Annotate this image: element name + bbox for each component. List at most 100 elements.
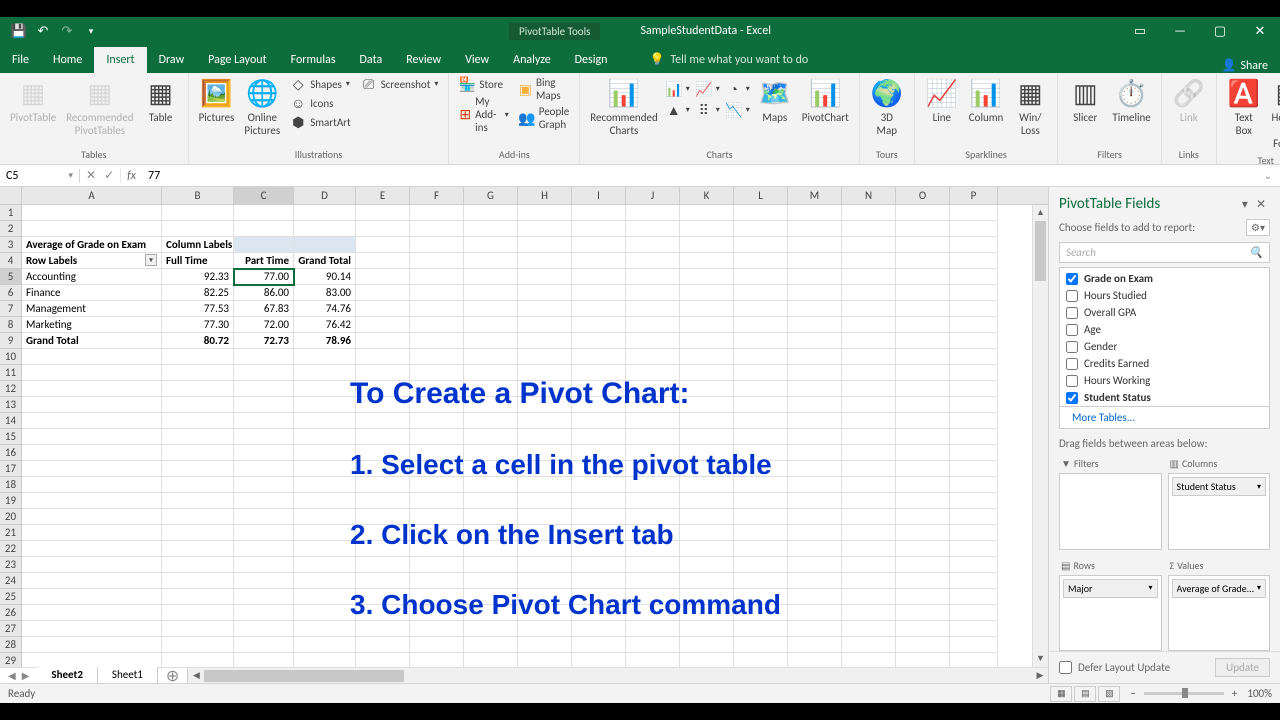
row-header[interactable]: 3 — [0, 237, 22, 253]
chart-type-pie-icon[interactable]: ◔▾ — [724, 79, 752, 99]
cell[interactable] — [788, 333, 842, 349]
save-icon[interactable]: 💾 — [8, 20, 30, 42]
cell[interactable] — [234, 413, 294, 429]
cell[interactable] — [734, 573, 788, 589]
cell[interactable] — [680, 605, 734, 621]
cell[interactable] — [410, 285, 464, 301]
cell[interactable] — [788, 205, 842, 221]
cell[interactable] — [896, 445, 950, 461]
cell[interactable] — [626, 589, 680, 605]
row-header[interactable]: 19 — [0, 493, 22, 509]
cell[interactable] — [464, 493, 518, 509]
row-header[interactable]: 9 — [0, 333, 22, 349]
cell[interactable] — [626, 317, 680, 333]
chart-type-bar-icon[interactable]: 📊▾ — [664, 79, 692, 99]
screenshot-button[interactable]: ⎚Screenshot▾ — [357, 75, 443, 93]
column-header[interactable]: N — [842, 187, 896, 204]
cell[interactable] — [896, 525, 950, 541]
row-header[interactable]: 14 — [0, 413, 22, 429]
cell[interactable] — [356, 621, 410, 637]
cell[interactable] — [572, 301, 626, 317]
cell[interactable] — [162, 221, 234, 237]
cell[interactable] — [842, 541, 896, 557]
cell[interactable]: 78.96 — [294, 333, 356, 349]
cell[interactable] — [626, 541, 680, 557]
cell[interactable] — [294, 461, 356, 477]
cell[interactable] — [518, 605, 572, 621]
select-all-corner[interactable] — [0, 187, 22, 204]
cell[interactable] — [518, 621, 572, 637]
cell[interactable] — [294, 589, 356, 605]
cell[interactable] — [734, 317, 788, 333]
cell[interactable] — [22, 365, 162, 381]
cell[interactable] — [896, 349, 950, 365]
field-item[interactable]: Hours Studied — [1060, 287, 1269, 304]
cell[interactable] — [162, 509, 234, 525]
pivotchart-button[interactable]: 📊PivotChart — [798, 75, 853, 126]
cell[interactable] — [680, 381, 734, 397]
cell[interactable]: Grand Total — [294, 253, 356, 269]
cell[interactable] — [464, 349, 518, 365]
cell[interactable] — [842, 509, 896, 525]
cell[interactable] — [572, 653, 626, 667]
cell[interactable] — [734, 557, 788, 573]
cell[interactable] — [464, 541, 518, 557]
cell[interactable]: Accounting — [22, 269, 162, 285]
cell[interactable] — [294, 413, 356, 429]
column-header[interactable]: P — [950, 187, 998, 204]
fx-icon[interactable]: fx — [121, 169, 142, 183]
cell[interactable] — [518, 525, 572, 541]
cell[interactable] — [234, 365, 294, 381]
cell[interactable] — [788, 509, 842, 525]
redo-icon[interactable]: ↷ — [56, 20, 78, 42]
cell[interactable]: Full Time — [162, 253, 234, 269]
cell[interactable] — [22, 205, 162, 221]
row-header[interactable]: 8 — [0, 317, 22, 333]
field-pane-close-icon[interactable]: ✕ — [1252, 197, 1270, 212]
cell[interactable] — [734, 621, 788, 637]
cell[interactable] — [950, 557, 998, 573]
cell[interactable] — [842, 397, 896, 413]
cell[interactable]: Average of Grade on Exam — [22, 237, 162, 253]
cell[interactable] — [464, 413, 518, 429]
row-labels-dropdown-icon[interactable]: ▾ — [145, 254, 157, 266]
cell[interactable] — [950, 637, 998, 653]
cell[interactable] — [234, 477, 294, 493]
cell[interactable] — [626, 637, 680, 653]
sheet-tab[interactable]: Sheet2 — [37, 666, 98, 683]
cell[interactable] — [410, 557, 464, 573]
field-checkbox[interactable] — [1066, 273, 1078, 285]
cell[interactable] — [572, 253, 626, 269]
cell[interactable] — [572, 621, 626, 637]
field-item[interactable]: Hours Working — [1060, 372, 1269, 389]
row-header[interactable]: 18 — [0, 477, 22, 493]
cell[interactable] — [680, 477, 734, 493]
tab-data[interactable]: Data — [348, 47, 395, 73]
cell[interactable] — [680, 509, 734, 525]
vertical-scrollbar[interactable]: ▲ ▼ — [1032, 205, 1048, 667]
cell[interactable] — [788, 477, 842, 493]
cell[interactable] — [626, 509, 680, 525]
cell[interactable] — [572, 205, 626, 221]
cell[interactable] — [294, 349, 356, 365]
cell[interactable] — [22, 397, 162, 413]
cell[interactable] — [680, 637, 734, 653]
cell[interactable] — [294, 429, 356, 445]
cell[interactable]: Marketing — [22, 317, 162, 333]
cell[interactable] — [356, 381, 410, 397]
cell[interactable] — [950, 205, 998, 221]
cell[interactable] — [410, 653, 464, 667]
cell[interactable] — [356, 637, 410, 653]
cell[interactable] — [356, 557, 410, 573]
cell[interactable] — [410, 205, 464, 221]
cell[interactable]: Finance — [22, 285, 162, 301]
cell[interactable] — [842, 269, 896, 285]
cell[interactable] — [410, 541, 464, 557]
cell[interactable] — [162, 493, 234, 509]
column-header[interactable]: J — [626, 187, 680, 204]
cell[interactable] — [950, 493, 998, 509]
cell[interactable] — [572, 589, 626, 605]
field-checkbox[interactable] — [1066, 341, 1078, 353]
cell[interactable] — [734, 461, 788, 477]
cell[interactable] — [788, 413, 842, 429]
